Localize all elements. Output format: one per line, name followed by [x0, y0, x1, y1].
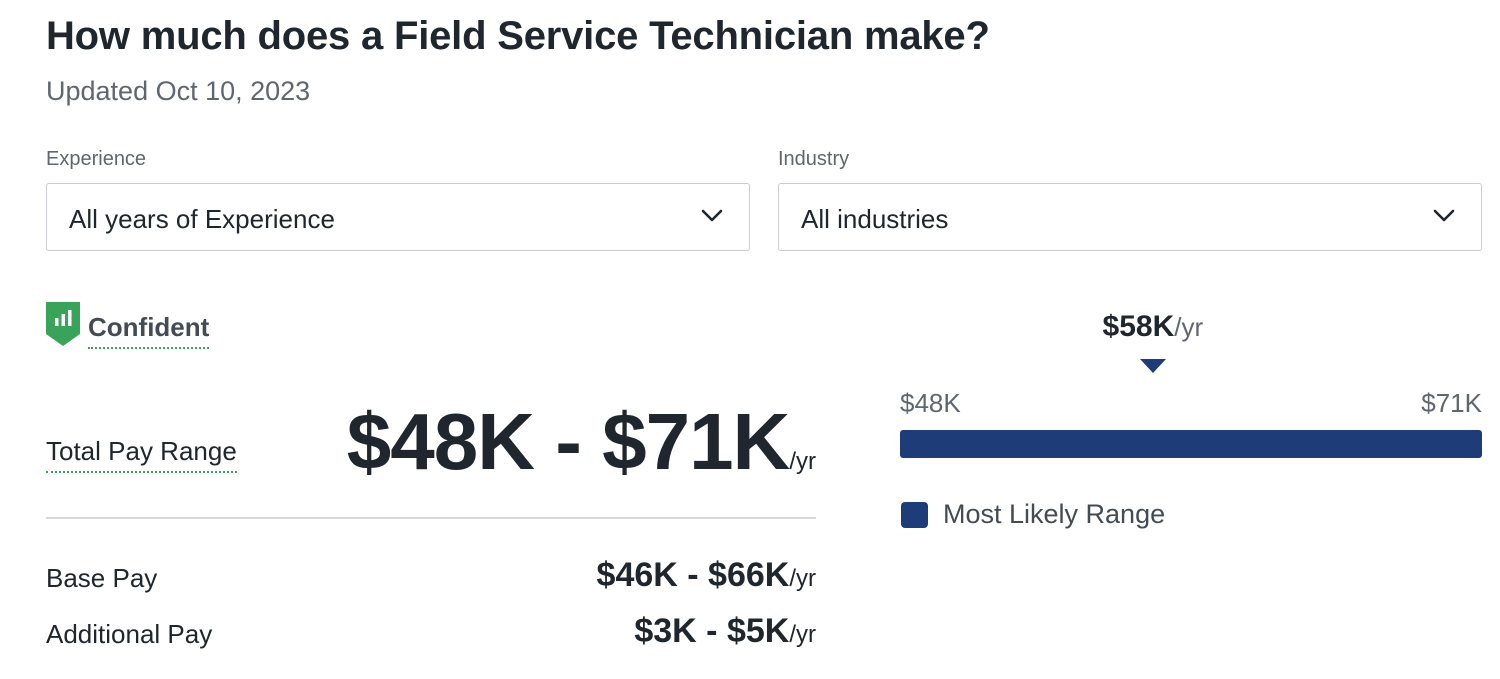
- experience-select[interactable]: All years of Experience: [46, 183, 750, 251]
- confidence-bars-icon: [46, 302, 80, 346]
- total-pay-amount: $48K - $71K: [346, 397, 791, 486]
- experience-label: Experience: [46, 148, 147, 170]
- experience-select-value: All years of Experience: [69, 204, 335, 234]
- legend-swatch: [901, 502, 928, 528]
- per-year-unit: /yr: [789, 621, 816, 648]
- range-max-label: $71K: [1421, 388, 1482, 418]
- total-pay-range-label[interactable]: Total Pay Range: [46, 436, 237, 473]
- industry-select-value: All industries: [801, 204, 949, 234]
- confidence-label: Confident: [88, 312, 210, 349]
- legend-label: Most Likely Range: [943, 499, 1166, 529]
- most-likely-range-bar: [900, 430, 1482, 458]
- industry-select[interactable]: All industries: [778, 183, 1482, 251]
- median-unit: /yr: [1174, 312, 1204, 342]
- page-title: How much does a Field Service Technician…: [46, 14, 990, 58]
- per-year-unit: /yr: [789, 565, 816, 592]
- additional-pay-label: Additional Pay: [46, 619, 213, 649]
- median-pay-label: $58K/yr: [1103, 310, 1204, 344]
- chevron-down-icon: [1433, 209, 1455, 222]
- additional-pay-value: $3K - $5K/yr: [634, 612, 816, 651]
- chevron-down-icon: [701, 209, 723, 222]
- divider: [46, 517, 816, 519]
- base-pay-label: Base Pay: [46, 563, 158, 593]
- median-value: $58K: [1102, 310, 1175, 343]
- median-marker: [1140, 359, 1167, 373]
- base-pay-value: $46K - $66K/yr: [597, 556, 816, 595]
- total-pay-range-value: $48K - $71K/yr: [347, 396, 816, 488]
- additional-pay-amount: $3K - $5K: [634, 612, 790, 650]
- industry-label: Industry: [778, 148, 850, 170]
- per-year-unit: /yr: [789, 448, 816, 475]
- range-min-label: $48K: [900, 388, 961, 418]
- updated-date: Updated Oct 10, 2023: [46, 76, 311, 106]
- base-pay-amount: $46K - $66K: [596, 556, 790, 594]
